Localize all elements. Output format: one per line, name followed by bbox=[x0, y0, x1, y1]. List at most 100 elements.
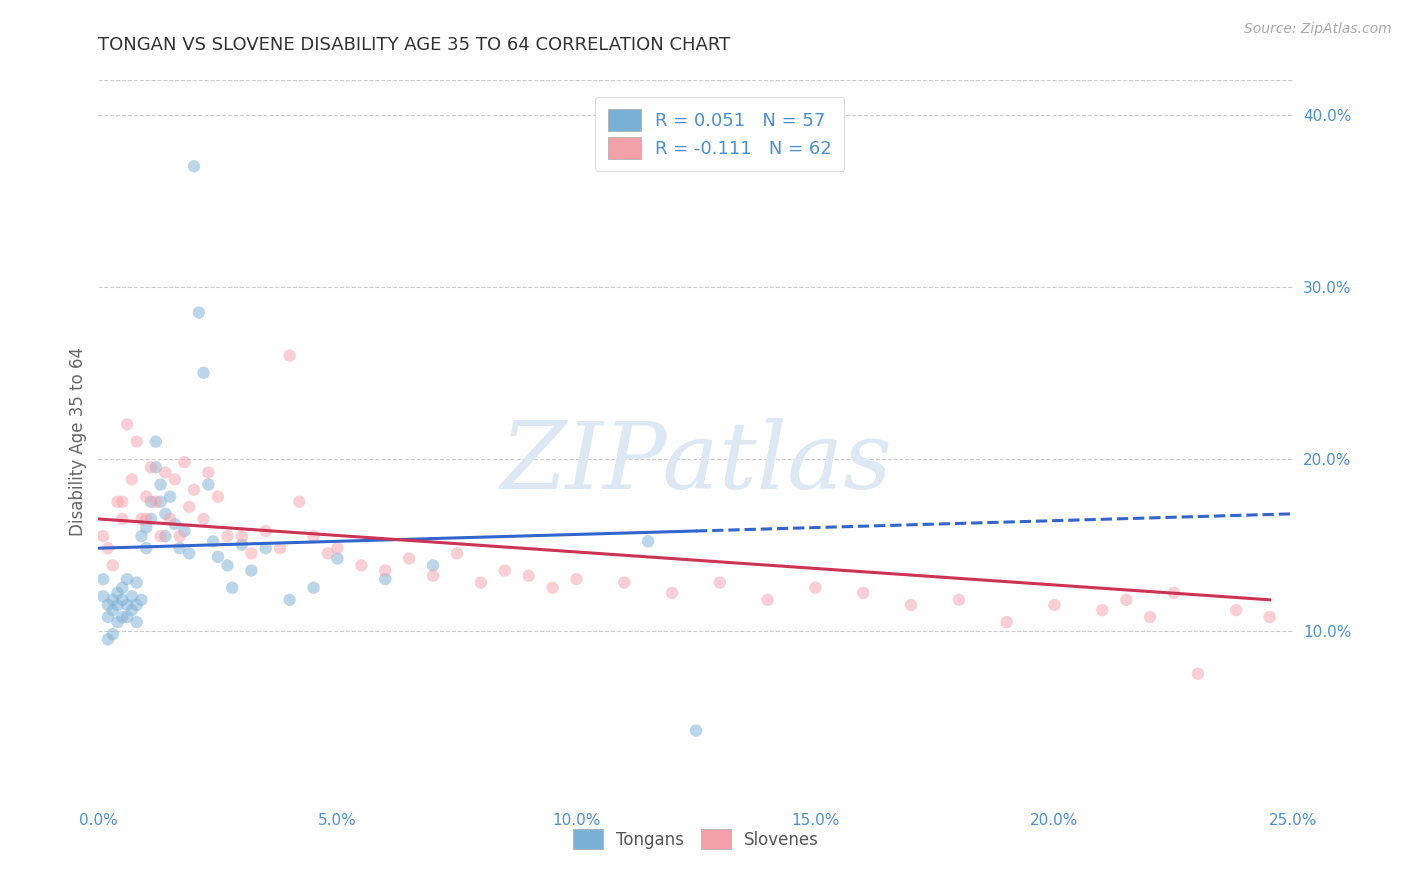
Point bbox=[1187, 666, 1209, 681]
Point bbox=[326, 541, 349, 556]
Point bbox=[231, 529, 253, 543]
Point bbox=[240, 546, 263, 560]
Point bbox=[111, 494, 134, 508]
Point bbox=[149, 477, 172, 491]
Point bbox=[326, 551, 349, 566]
Point bbox=[97, 610, 120, 624]
Point bbox=[115, 417, 138, 432]
Point bbox=[101, 603, 124, 617]
Point bbox=[1225, 603, 1247, 617]
Point bbox=[179, 500, 201, 514]
Point bbox=[541, 581, 564, 595]
Point bbox=[115, 610, 138, 624]
Point bbox=[685, 723, 707, 738]
Point bbox=[131, 592, 153, 607]
Point bbox=[374, 572, 396, 586]
Point bbox=[709, 575, 731, 590]
Point bbox=[101, 627, 124, 641]
Point bbox=[169, 529, 191, 543]
Point bbox=[1163, 586, 1185, 600]
Point bbox=[183, 159, 205, 173]
Point bbox=[125, 575, 148, 590]
Point bbox=[131, 529, 153, 543]
Point bbox=[145, 460, 167, 475]
Point bbox=[269, 541, 291, 556]
Point bbox=[97, 598, 120, 612]
Point bbox=[193, 512, 215, 526]
Point bbox=[135, 541, 157, 556]
Point bbox=[111, 512, 134, 526]
Point bbox=[173, 524, 195, 538]
Point bbox=[756, 592, 779, 607]
Point bbox=[1139, 610, 1161, 624]
Point bbox=[145, 434, 167, 449]
Point bbox=[139, 494, 162, 508]
Point bbox=[131, 512, 153, 526]
Point bbox=[135, 512, 157, 526]
Point bbox=[91, 572, 114, 586]
Point bbox=[900, 598, 922, 612]
Point bbox=[661, 586, 683, 600]
Point bbox=[121, 590, 143, 604]
Point bbox=[197, 477, 219, 491]
Point bbox=[613, 575, 636, 590]
Point bbox=[254, 541, 277, 556]
Point bbox=[135, 490, 157, 504]
Point bbox=[183, 483, 205, 497]
Point bbox=[169, 541, 191, 556]
Point bbox=[374, 564, 396, 578]
Point bbox=[115, 598, 138, 612]
Point bbox=[125, 615, 148, 630]
Point bbox=[221, 581, 243, 595]
Point bbox=[97, 632, 120, 647]
Text: ZIPatlas: ZIPatlas bbox=[501, 418, 891, 508]
Point bbox=[217, 558, 239, 573]
Point bbox=[422, 568, 444, 582]
Point bbox=[207, 490, 229, 504]
Point bbox=[494, 564, 516, 578]
Point bbox=[231, 538, 253, 552]
Point bbox=[1091, 603, 1114, 617]
Point bbox=[197, 466, 219, 480]
Point bbox=[470, 575, 492, 590]
Point bbox=[278, 349, 301, 363]
Point bbox=[1043, 598, 1066, 612]
Point bbox=[125, 598, 148, 612]
Point bbox=[107, 586, 129, 600]
Point bbox=[159, 490, 181, 504]
Point bbox=[804, 581, 827, 595]
Point bbox=[254, 524, 277, 538]
Point bbox=[517, 568, 540, 582]
Point bbox=[565, 572, 588, 586]
Point bbox=[111, 581, 134, 595]
Point bbox=[398, 551, 420, 566]
Point bbox=[179, 546, 201, 560]
Point bbox=[240, 564, 263, 578]
Point bbox=[446, 546, 468, 560]
Point bbox=[111, 610, 134, 624]
Point bbox=[107, 494, 129, 508]
Text: TONGAN VS SLOVENE DISABILITY AGE 35 TO 64 CORRELATION CHART: TONGAN VS SLOVENE DISABILITY AGE 35 TO 6… bbox=[98, 36, 731, 54]
Point bbox=[101, 592, 124, 607]
Point bbox=[115, 572, 138, 586]
Legend: Tongans, Slovenes: Tongans, Slovenes bbox=[562, 819, 830, 860]
Point bbox=[149, 529, 172, 543]
Point bbox=[637, 534, 659, 549]
Point bbox=[159, 512, 181, 526]
Point bbox=[121, 603, 143, 617]
Point bbox=[101, 558, 124, 573]
Point bbox=[163, 517, 186, 532]
Point bbox=[145, 494, 167, 508]
Point bbox=[97, 541, 120, 556]
Point bbox=[121, 472, 143, 486]
Point bbox=[155, 466, 177, 480]
Point bbox=[1258, 610, 1281, 624]
Point bbox=[193, 366, 215, 380]
Point bbox=[852, 586, 875, 600]
Point bbox=[91, 590, 114, 604]
Point bbox=[187, 305, 209, 319]
Point bbox=[207, 549, 229, 564]
Point bbox=[163, 472, 186, 486]
Point bbox=[217, 529, 239, 543]
Point bbox=[302, 581, 325, 595]
